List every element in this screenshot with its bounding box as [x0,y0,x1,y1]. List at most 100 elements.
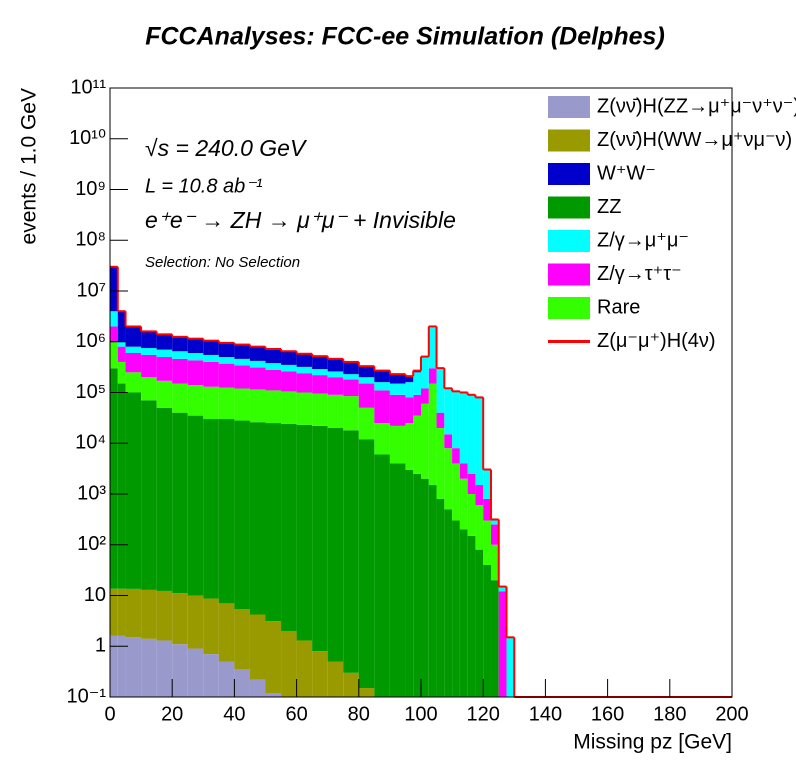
y-tick-label: 10⁵ [75,381,106,403]
histogram-bar [296,392,313,425]
histogram-bar [265,692,282,697]
histogram-bar [312,375,328,394]
histogram-bar [249,360,266,368]
histogram-bar [358,407,375,440]
histogram-bar [234,365,250,389]
histogram-bar [436,368,445,413]
histogram-bar [203,340,219,355]
histogram-bar [405,469,414,697]
histogram-bar [428,326,437,369]
histogram-bar [187,353,204,361]
legend-swatch [548,196,590,219]
histogram-bar [234,358,250,366]
histogram-bar [110,635,118,697]
y-tick-label: 10⁴ [75,432,106,454]
legend-label: Z(νν̄)H(WW→μ⁺νμ⁻ν) [597,129,792,151]
histogram-bar [265,363,282,370]
histogram-bar [444,448,453,510]
histogram-bar [141,377,157,401]
histogram-bar [374,423,390,455]
histogram-bar [234,388,250,421]
histogram-bar [389,383,406,395]
histogram-bar [374,382,390,391]
histogram-bar [281,423,297,631]
histogram-bar [203,354,219,362]
histogram-bar [498,591,507,697]
histogram-bar [436,498,445,697]
y-tick-label: 10² [77,533,106,555]
histogram-bar [483,469,491,499]
histogram-bar [327,661,344,697]
x-tick-label: 200 [715,703,748,725]
histogram-bar [110,326,118,342]
histogram-bar [358,688,375,697]
histogram-bar [343,361,359,375]
y-tick-label: 10³ [77,482,106,504]
histogram-bar [281,371,297,392]
histogram-bar [234,669,250,697]
histogram-bar [327,427,344,662]
histogram-bar [475,485,484,506]
histogram-bar [156,407,173,591]
histogram-bar [475,549,484,697]
annotation: √s = 240.0 GeV [145,135,308,161]
legend-swatch [548,129,590,152]
histogram-bar [125,637,142,697]
histogram-bar [506,637,515,697]
histogram-bar [490,580,499,697]
y-tick-label: 10⁸ [75,229,106,251]
histogram-bar [187,415,204,596]
histogram-bar [444,509,453,697]
histogram-bar [358,377,375,384]
x-axis-label: Missing pz [GeV] [573,731,732,754]
legend-swatch [548,263,590,286]
histogram-bar [125,326,142,347]
histogram-bar [490,544,499,581]
histogram-bar [141,348,157,355]
histogram-bar [436,427,445,499]
histogram-bar [490,524,499,545]
x-tick-label: 80 [348,703,370,725]
histogram-bar [444,434,453,449]
histogram-bar [110,266,118,312]
histogram-bar [421,357,429,389]
histogram-bar [265,348,282,364]
histogram-bar [312,356,328,370]
legend-label: Z/γ→μ⁺μ⁻ [597,229,689,251]
histogram-bar [281,391,297,424]
histogram-bar [117,588,126,636]
histogram-bar [117,311,126,342]
histogram-bar [125,346,142,354]
histogram-bar [110,341,118,369]
histogram-bar [187,360,204,386]
histogram-bar [156,334,173,350]
histogram-bar [187,595,204,649]
histogram-bar [405,376,414,383]
x-tick-label: 40 [223,703,245,725]
y-tick-label: 10⁹ [75,178,106,200]
histogram-bar [405,423,414,470]
histogram-bar [428,368,437,384]
histogram-bar [389,463,406,697]
histogram-bar [467,535,476,697]
histogram-bar [389,425,406,464]
histogram-bar [343,374,359,380]
histogram-bar [218,387,235,420]
legend-label: Z(μ⁻μ⁺)H(4ν) [597,330,716,352]
histogram-bar [483,520,491,565]
histogram-bar [172,644,188,697]
histogram-bar [358,366,375,378]
histogram-bar [459,463,468,479]
histogram-bar [428,485,437,697]
histogram-bar [327,358,344,372]
histogram-bar [249,614,266,680]
histogram-bar [467,473,476,494]
histogram-bar [327,371,344,378]
histogram-bar [187,338,204,354]
histogram-bar [218,357,235,364]
histogram-bar [218,661,235,697]
legend-swatch [548,230,590,252]
histogram-bar [421,478,429,697]
histogram-bar [358,383,375,408]
